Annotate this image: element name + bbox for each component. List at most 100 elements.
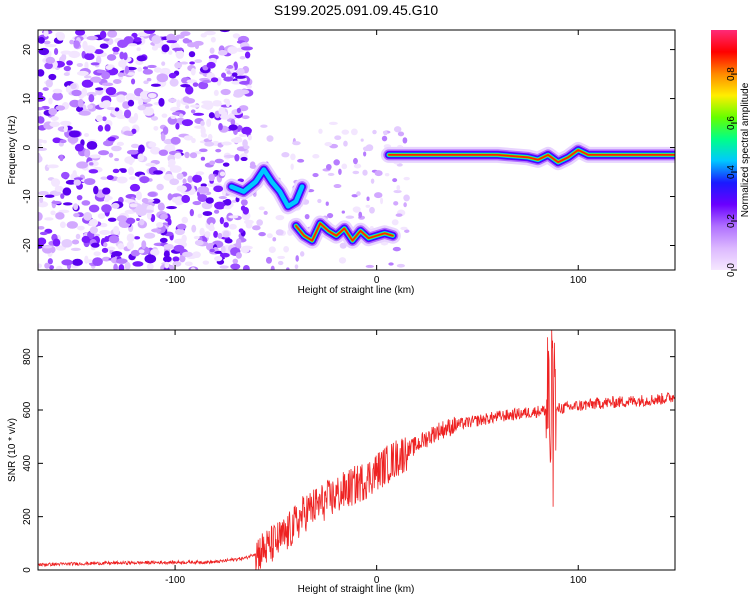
heatmap-speckle xyxy=(218,195,227,200)
heatmap-speckle xyxy=(86,35,99,41)
heatmap-speckle xyxy=(123,109,132,119)
heatmap-speckle xyxy=(99,222,108,228)
heatmap-speckle xyxy=(163,250,170,258)
heatmap-speckle xyxy=(87,104,94,110)
heatmap-speckle xyxy=(38,201,49,208)
heatmap-speckle xyxy=(403,176,410,181)
heatmap-ridge xyxy=(295,222,394,242)
heatmap-speckle xyxy=(324,141,333,147)
heatmap-speckle xyxy=(338,168,342,175)
heatmap-speckle xyxy=(63,65,72,72)
heatmap-speckle xyxy=(43,30,49,37)
heatmap-speckle xyxy=(241,126,252,135)
snr-ticks: -100 0 100 0 200 400 600 800 xyxy=(22,330,675,586)
heatmap-speckle xyxy=(238,133,247,138)
heatmap-speckle xyxy=(108,152,114,158)
y-tick-label: 0 xyxy=(22,144,33,150)
heatmap-speckle xyxy=(192,251,201,259)
heatmap-speckle xyxy=(180,31,191,37)
heatmap-speckle xyxy=(44,262,50,269)
heatmap-speckle xyxy=(247,134,252,141)
heatmap-speckle xyxy=(139,218,145,226)
heatmap-speckle xyxy=(174,62,183,69)
heatmap-speckle xyxy=(73,40,81,49)
heatmap-speckle xyxy=(43,40,51,45)
heatmap-speckle xyxy=(45,79,53,88)
heatmap-speckle xyxy=(93,185,99,195)
heatmap-speckle xyxy=(76,161,89,169)
heatmap-speckle xyxy=(53,48,59,55)
heatmap-speckle xyxy=(213,185,224,193)
heatmap-speckle xyxy=(47,164,59,169)
heatmap-speckle xyxy=(206,61,216,69)
heatmap-speckle xyxy=(275,214,285,221)
heatmap-speckle xyxy=(81,235,90,244)
heatmap-speckle xyxy=(133,37,142,42)
heatmap-speckle xyxy=(327,172,335,176)
heatmap-y-label: Frequency (Hz) xyxy=(7,116,18,185)
heatmap-speckle xyxy=(246,84,252,89)
heatmap-speckle xyxy=(393,126,402,133)
heatmap-speckle xyxy=(38,190,49,196)
colorbar-label: Normalized spectral amplitude xyxy=(740,82,750,217)
heatmap-speckle xyxy=(104,124,111,132)
heatmap-speckle xyxy=(142,103,153,107)
heatmap-speckle xyxy=(144,254,157,264)
heatmap-speckle xyxy=(116,141,125,147)
heatmap-speckle xyxy=(207,133,213,141)
heatmap-speckle xyxy=(172,256,180,262)
heatmap-speckle xyxy=(185,98,196,104)
heatmap-speckle xyxy=(55,105,66,111)
heatmap-speckle xyxy=(118,60,127,68)
heatmap-speckle xyxy=(124,65,130,75)
heatmap-speckle xyxy=(141,198,149,204)
colorbar-tick-label: 0.4 xyxy=(726,165,737,179)
heatmap-speckle xyxy=(101,204,112,213)
heatmap-speckle xyxy=(218,123,223,131)
heatmap-speckle xyxy=(190,104,201,108)
y-tick-label: 200 xyxy=(22,508,33,525)
colorbar-tick-label: 0.6 xyxy=(726,116,737,130)
heatmap-speckle xyxy=(129,203,138,208)
heatmap-speckle xyxy=(270,265,275,270)
heatmap-speckle xyxy=(38,36,45,44)
x-tick-label: 0 xyxy=(374,575,380,586)
heatmap-speckle xyxy=(68,130,81,138)
heatmap-speckle xyxy=(240,199,248,206)
colorbar-ticks: 0.0 0.2 0.4 0.6 0.8 xyxy=(726,67,737,277)
heatmap-speckle xyxy=(103,100,111,108)
heatmap-speckle xyxy=(213,209,220,214)
heatmap-speckle xyxy=(76,194,83,201)
heatmap-speckle xyxy=(141,240,147,250)
heatmap-speckle xyxy=(108,235,120,244)
heatmap-speckle xyxy=(241,115,250,120)
heatmap-speckle xyxy=(59,139,67,144)
snr-panel: -100 0 100 0 200 400 600 800 Height of straight… xyxy=(7,329,676,595)
heatmap-speckle xyxy=(345,215,355,219)
heatmap-speckle xyxy=(84,52,95,61)
heatmap-speckle xyxy=(237,89,250,95)
heatmap-speckle xyxy=(135,191,142,201)
heatmap-speckle xyxy=(100,176,108,180)
heatmap-speckle xyxy=(52,238,61,247)
heatmap-speckle xyxy=(160,213,168,220)
heatmap-speckle xyxy=(69,99,81,108)
heatmap-speckle xyxy=(146,77,152,82)
heatmap-speckle xyxy=(197,194,208,203)
heatmap-speckle xyxy=(228,223,237,230)
heatmap-speckle xyxy=(76,106,84,113)
heatmap-speckle xyxy=(223,154,236,159)
heatmap-speckle xyxy=(236,68,245,76)
y-tick-label: 0 xyxy=(22,567,33,573)
heatmap-speckle xyxy=(193,235,200,240)
heatmap-speckle xyxy=(136,47,141,52)
heatmap-speckle xyxy=(234,153,240,162)
heatmap-speckle xyxy=(266,135,274,142)
heatmap-speckle xyxy=(174,152,182,159)
heatmap-speckle xyxy=(82,40,88,50)
heatmap-speckle xyxy=(227,46,238,54)
heatmap-speckle xyxy=(119,51,125,60)
heatmap-speckle xyxy=(187,175,194,183)
heatmap-speckle xyxy=(223,205,232,210)
